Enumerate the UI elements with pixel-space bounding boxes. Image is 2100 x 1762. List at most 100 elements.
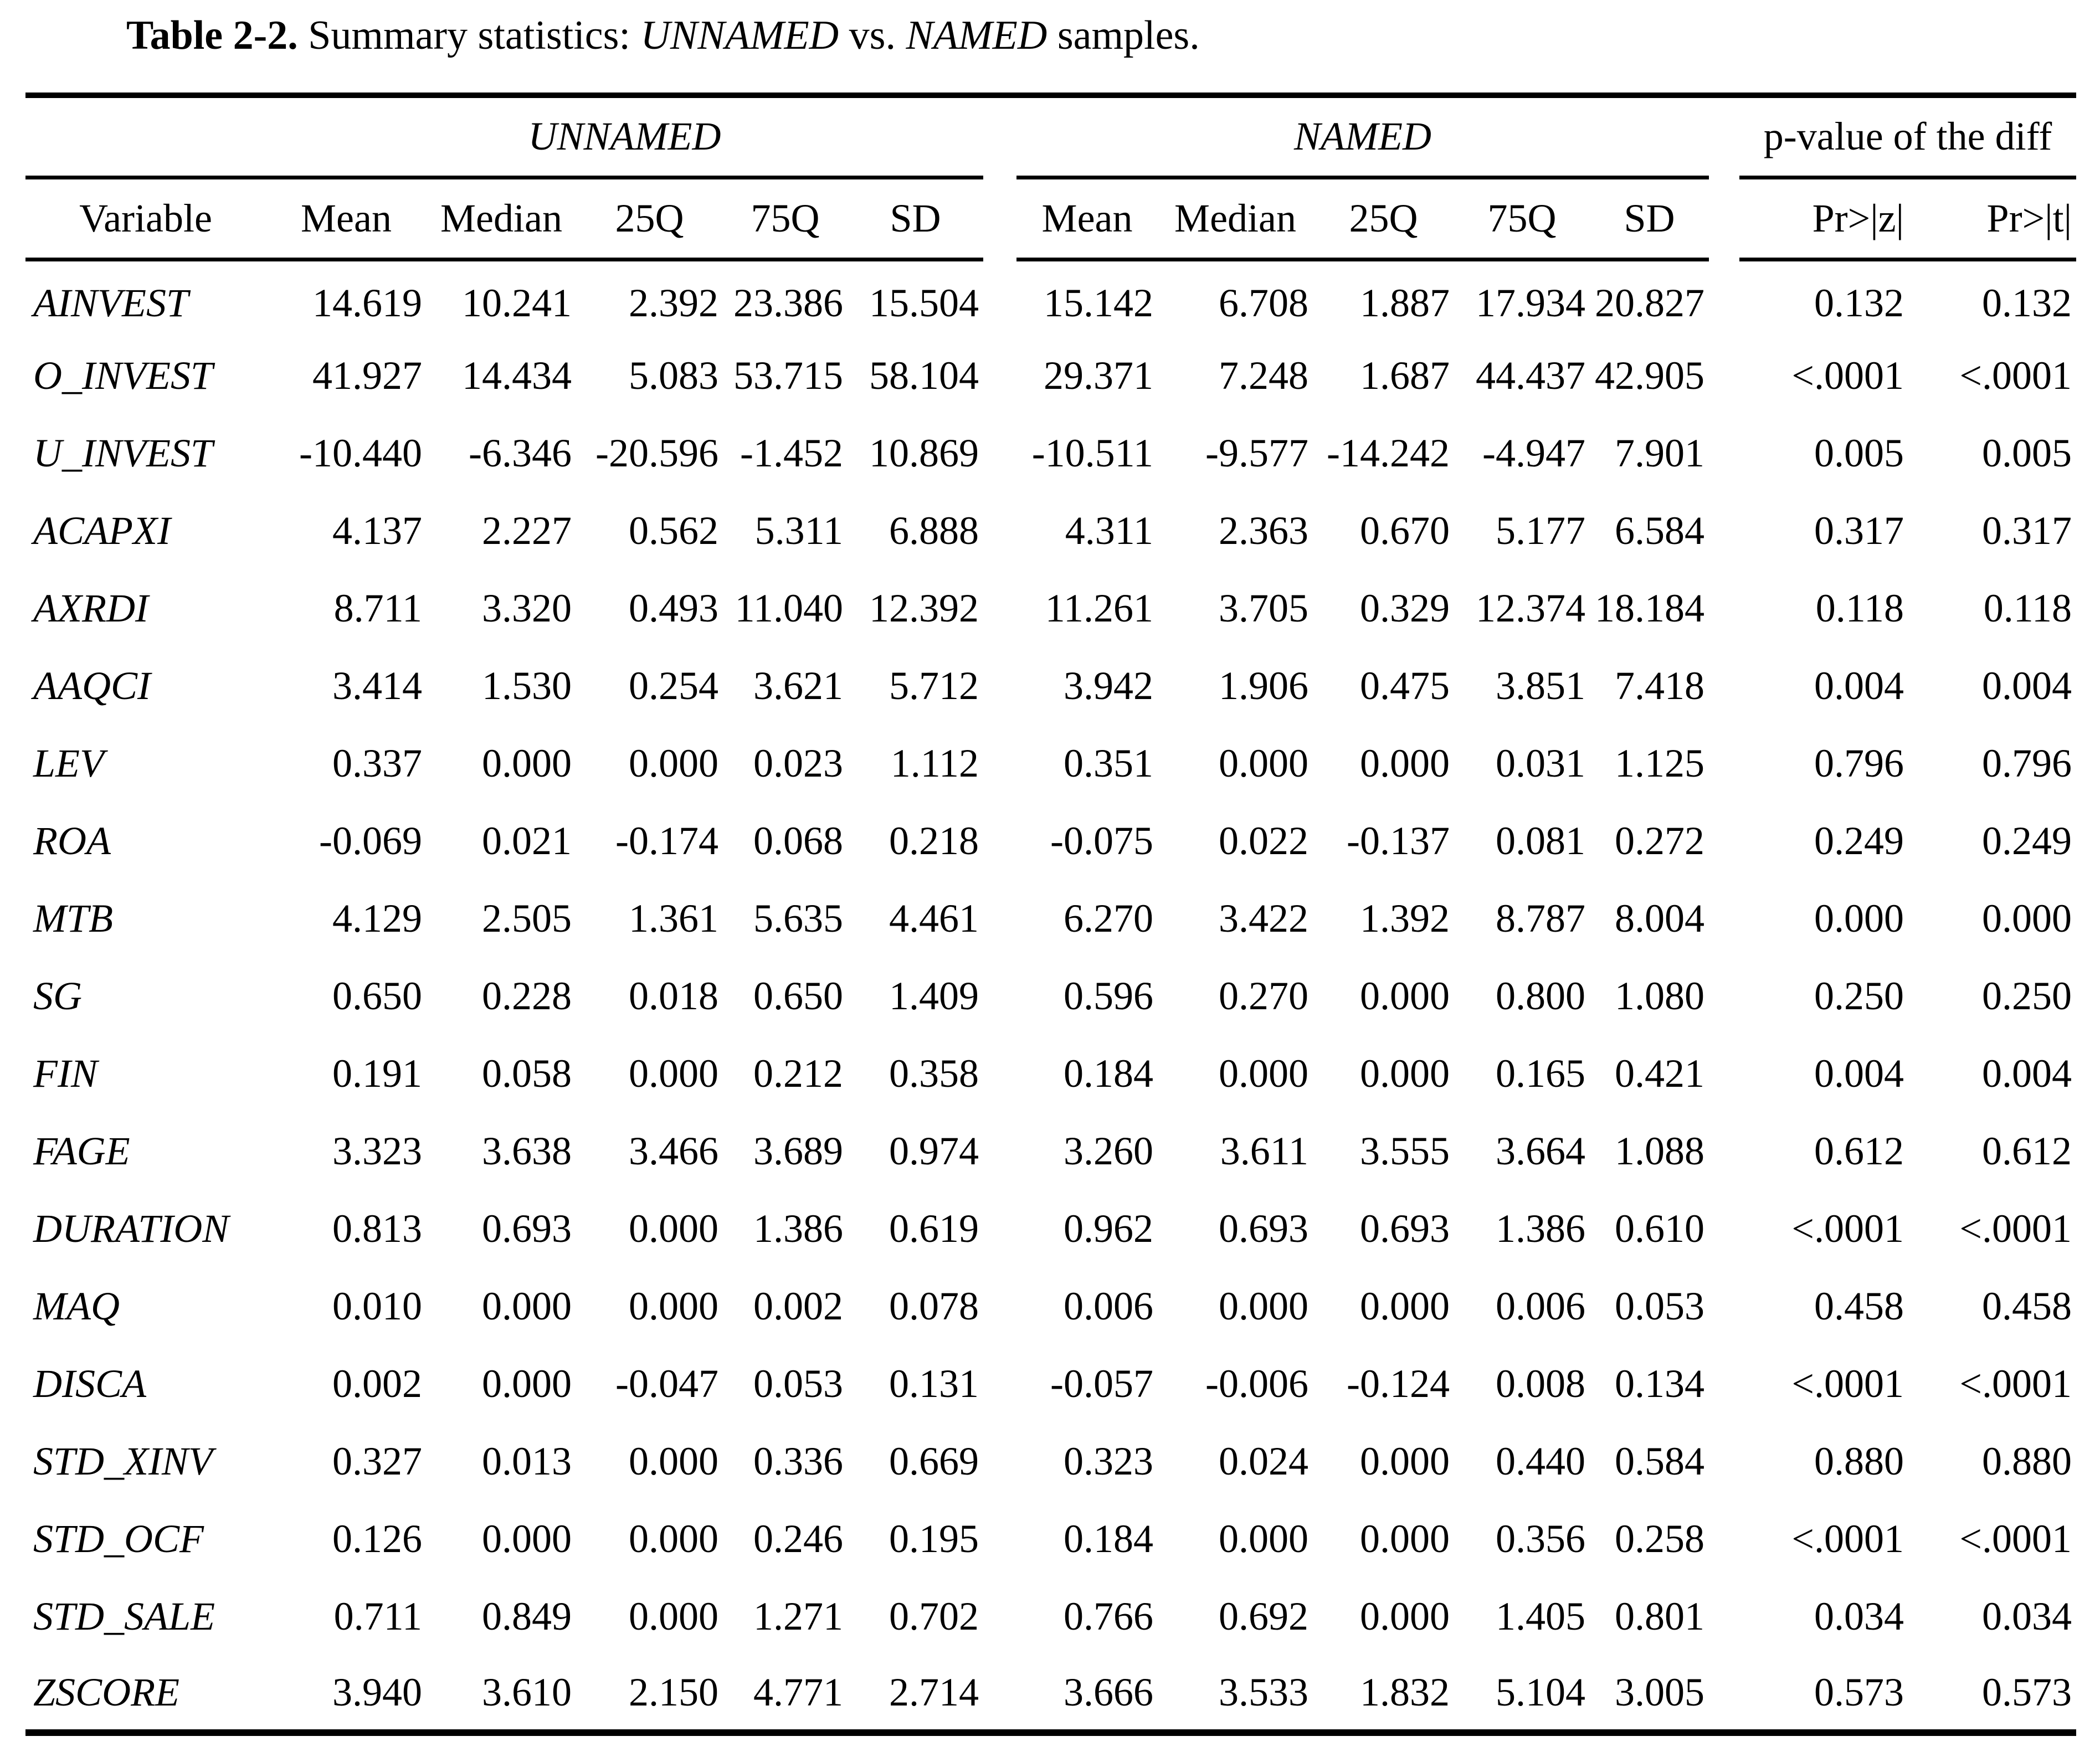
variable-label: MAQ bbox=[33, 1283, 120, 1328]
unnamed-stat-value: 0.058 bbox=[482, 1051, 572, 1096]
column-gap bbox=[983, 1422, 1016, 1500]
unnamed-stat-value: 3.320 bbox=[482, 585, 572, 630]
unnamed-stat-value: 41.927 bbox=[312, 353, 422, 398]
unnamed-stat-value: 3.940 bbox=[266, 1655, 427, 1736]
named-stat-value: 0.000 bbox=[1360, 1283, 1450, 1328]
table-row: AAQCI 3.414 1.530 0.254 3.621 5.712 3.942 1.906… bbox=[25, 647, 2076, 725]
variable-label: ZSCORE bbox=[25, 1655, 266, 1736]
p-value-t: <.0001 bbox=[1959, 1206, 2072, 1251]
named-stat-value: 3.611 bbox=[1220, 1128, 1309, 1173]
column-gap bbox=[1709, 1112, 1739, 1190]
named-stat-value: 8.004 bbox=[1615, 896, 1705, 941]
unnamed-stat-value: 0.493 bbox=[629, 585, 718, 630]
column-gap bbox=[983, 492, 1016, 569]
variable-label: ACAPXI bbox=[33, 508, 171, 553]
table-row: SG 0.650 0.228 0.018 0.650 1.409 0.596 0.270 0.0… bbox=[25, 957, 2076, 1035]
unnamed-stat-value: 1.386 bbox=[753, 1206, 843, 1251]
group-gap bbox=[983, 93, 1017, 177]
unnamed-stat-value: 0.849 bbox=[482, 1594, 572, 1638]
column-gap bbox=[983, 957, 1016, 1035]
named-stat-value: -14.242 bbox=[1327, 430, 1450, 475]
p-value-t: <.0001 bbox=[1959, 1361, 2072, 1406]
caption-suffix: samples. bbox=[1047, 13, 1200, 58]
table-row: LEV 0.337 0.000 0.000 0.023 1.112 0.351 0.000 0.… bbox=[25, 725, 2076, 802]
named-stat-value: -9.577 bbox=[1205, 430, 1309, 475]
table-row: STD_XINV 0.327 0.013 0.000 0.336 0.669 0.323 0.… bbox=[25, 1422, 2076, 1500]
unnamed-stat-value: 0.336 bbox=[753, 1439, 843, 1483]
variable-label: FAGE bbox=[33, 1128, 130, 1173]
named-stat-value: 0.596 bbox=[1064, 973, 1154, 1018]
named-stat-value: 0.081 bbox=[1496, 818, 1586, 863]
column-gap bbox=[1709, 725, 1739, 802]
column-gap bbox=[1709, 1655, 1740, 1736]
p-value-z: 0.458 bbox=[1814, 1283, 1904, 1328]
named-stat-value: 0.962 bbox=[1064, 1206, 1154, 1251]
p-value-z: 0.249 bbox=[1814, 818, 1904, 863]
unnamed-stat-value: -0.069 bbox=[319, 818, 422, 863]
column-gap bbox=[983, 1500, 1016, 1578]
table-row: DISCA 0.002 0.000 -0.047 0.053 0.131 -0.057 -0.… bbox=[25, 1345, 2076, 1422]
unnamed-stat-value: 14.434 bbox=[462, 353, 572, 398]
named-stat-value: 1.125 bbox=[1615, 741, 1705, 785]
named-stat-value: 20.827 bbox=[1595, 281, 1705, 326]
unnamed-stat-value: 0.650 bbox=[332, 973, 422, 1018]
unnamed-stat-value: 0.000 bbox=[482, 741, 572, 785]
column-gap bbox=[1709, 492, 1739, 569]
p-value-z: <.0001 bbox=[1791, 1206, 1904, 1251]
variable-label: LEV bbox=[33, 741, 105, 785]
unnamed-stat-value: 0.702 bbox=[889, 1594, 979, 1638]
variable-label: SG bbox=[33, 973, 82, 1018]
named-stat-value: -0.057 bbox=[1050, 1361, 1154, 1406]
column-gap bbox=[983, 802, 1016, 880]
unnamed-stat-value: 3.414 bbox=[332, 663, 422, 708]
named-stat-value: 1.392 bbox=[1360, 896, 1450, 941]
named-stat-value: 0.356 bbox=[1496, 1516, 1586, 1561]
named-stat-value: 0.024 bbox=[1219, 1439, 1309, 1483]
table-row: O_INVEST 41.927 14.434 5.083 53.715 58.104 29.… bbox=[25, 337, 2076, 414]
p-value-t: 0.132 bbox=[1982, 281, 2072, 326]
unnamed-stat-value: 0.650 bbox=[753, 973, 843, 1018]
variable-group-spacer bbox=[25, 93, 266, 179]
column-gap bbox=[983, 414, 1016, 492]
unnamed-stat-value: 3.610 bbox=[427, 1655, 576, 1736]
p-value-z: <.0001 bbox=[1791, 353, 1904, 398]
unnamed-stat-value: 0.254 bbox=[629, 663, 718, 708]
unnamed-stat-value: -0.174 bbox=[615, 818, 718, 863]
named-stat-value: 29.371 bbox=[1044, 353, 1154, 398]
variable-label: FIN bbox=[33, 1051, 97, 1096]
unnamed-stat-value: 2.227 bbox=[482, 508, 572, 553]
unnamed-stat-value: 3.466 bbox=[629, 1128, 718, 1173]
unnamed-stat-value: 0.021 bbox=[482, 818, 572, 863]
table-body: AINVEST 14.619 10.241 2.392 23.386 15.504 15.1… bbox=[25, 259, 2077, 1736]
named-stat-value: 7.418 bbox=[1615, 663, 1705, 708]
column-gap bbox=[983, 259, 1016, 337]
named-stat-value: 0.000 bbox=[1219, 1516, 1309, 1561]
group-gap bbox=[1709, 93, 1740, 177]
unnamed-stat-value: 4.137 bbox=[332, 508, 422, 553]
table-row: FIN 0.191 0.058 0.000 0.212 0.358 0.184 0.000 0.… bbox=[25, 1035, 2076, 1112]
unnamed-stat-value: -20.596 bbox=[595, 430, 718, 475]
column-header-75q: 75Q bbox=[1454, 177, 1590, 261]
variable-label: STD_SALE bbox=[33, 1594, 215, 1638]
unnamed-stat-value: 0.619 bbox=[889, 1206, 979, 1251]
p-value-z: 0.250 bbox=[1814, 973, 1904, 1018]
unnamed-stat-value: 3.689 bbox=[753, 1128, 843, 1173]
unnamed-stat-value: 4.129 bbox=[332, 896, 422, 941]
named-stat-value: 3.664 bbox=[1496, 1128, 1586, 1173]
unnamed-stat-value: 1.271 bbox=[753, 1594, 843, 1638]
named-stat-value: 1.687 bbox=[1360, 353, 1450, 398]
unnamed-stat-value: 1.361 bbox=[629, 896, 718, 941]
column-gap bbox=[1709, 957, 1739, 1035]
named-stat-value: 0.801 bbox=[1615, 1594, 1705, 1638]
column-gap bbox=[1709, 337, 1739, 414]
unnamed-stat-value: 4.461 bbox=[889, 896, 979, 941]
variable-label: ROA bbox=[33, 818, 111, 863]
p-value-t: 0.118 bbox=[1983, 585, 2072, 630]
named-stat-value: 0.323 bbox=[1064, 1439, 1154, 1483]
unnamed-stat-value: 0.191 bbox=[332, 1051, 422, 1096]
table-row: ROA -0.069 0.021 -0.174 0.068 0.218 -0.075 0.02… bbox=[25, 802, 2076, 880]
p-value-t: <.0001 bbox=[1959, 1516, 2072, 1561]
named-stat-value: 3.555 bbox=[1360, 1128, 1450, 1173]
table-row: MAQ 0.010 0.000 0.000 0.002 0.078 0.006 0.000 0.… bbox=[25, 1267, 2076, 1345]
p-value-z: 0.132 bbox=[1814, 281, 1904, 326]
